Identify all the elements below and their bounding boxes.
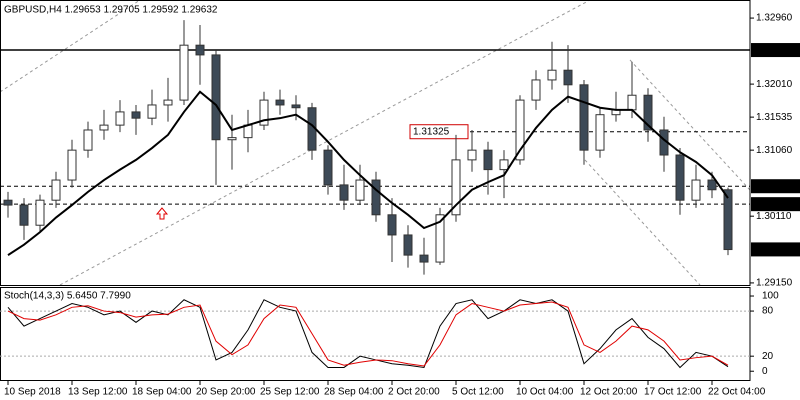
stoch-panel-border (0, 287, 751, 381)
candle-body (35, 199, 45, 226)
y-tick-label: 20 (762, 351, 774, 362)
y-tick-label: 1.32960 (756, 13, 793, 24)
level-label: 1.30283 (754, 199, 791, 210)
level-label-box (751, 43, 800, 58)
level-label: 1.31325 (413, 126, 450, 137)
level-label: 1.32500 (754, 45, 791, 56)
candle-body (275, 99, 285, 106)
indicator-title: Stoch(14,3,3) 5.6450 7.7990 (4, 291, 131, 302)
level-label: 1.30541 (754, 181, 791, 192)
candle-body (387, 214, 397, 236)
candle-body (163, 99, 173, 106)
candle-body (483, 149, 493, 171)
y-tick-label: 1.29150 (756, 278, 793, 289)
y-tick-label: 100 (762, 291, 779, 302)
candle-body (403, 234, 413, 256)
x-tick-label: 10 Sep 2018 (4, 387, 61, 398)
y-tick-label: 1.30110 (756, 211, 792, 222)
channel-line (59, 0, 591, 286)
level-label-box (751, 197, 800, 212)
candle-body (131, 111, 141, 119)
x-tick-label: 25 Sep 12:00 (260, 387, 320, 398)
candle-body (547, 69, 557, 81)
candle-body (195, 44, 205, 56)
candle-body (675, 154, 685, 201)
x-tick-label: 2 Oct 20:00 (388, 387, 440, 398)
last-price-box (751, 242, 800, 257)
x-tick-label: 22 Oct 04:00 (708, 387, 766, 398)
candle-body (83, 129, 93, 151)
candle-body (435, 214, 445, 263)
candle-body (291, 104, 301, 109)
x-tick-label: 18 Sep 04:00 (132, 387, 192, 398)
candle-body (179, 44, 189, 101)
candle-body (355, 179, 365, 201)
y-tick-label: 80 (762, 306, 774, 317)
buy-arrow (155, 207, 169, 220)
candle-body (3, 199, 13, 206)
candle-body (451, 159, 461, 216)
y-tick-label: 0 (762, 366, 768, 377)
candle-body (339, 184, 349, 201)
candle-body (643, 94, 653, 131)
candle-body (723, 189, 733, 251)
candle-body (467, 149, 477, 161)
candle-body (531, 79, 541, 101)
channel-line (584, 159, 701, 286)
x-tick-label: 12 Oct 20:00 (580, 387, 638, 398)
y-tick-label: 1.32010 (756, 79, 793, 90)
price-panel-border (0, 0, 751, 286)
candle-body (323, 149, 333, 186)
candle-body (67, 149, 77, 181)
x-tick-label: 5 Oct 12:00 (452, 387, 504, 398)
candle-body (147, 104, 157, 119)
candle-body (515, 99, 525, 161)
y-tick-label: 1.31535 (756, 112, 793, 123)
last-price-label: 1.29632 (754, 244, 791, 255)
candle-body (627, 94, 637, 111)
candle-body (371, 179, 381, 216)
x-tick-label: 28 Sep 04:00 (324, 387, 384, 398)
candle-body (563, 69, 573, 86)
candle-body (691, 179, 701, 201)
level-label-box (751, 179, 800, 194)
trend-channel (0, 0, 751, 286)
candle-body (227, 137, 237, 141)
candle-body (595, 114, 605, 151)
channel-line (0, 0, 141, 93)
x-tick-label: 10 Oct 04:00 (516, 387, 574, 398)
candle-body (115, 111, 125, 126)
x-tick-label: 20 Sep 20:00 (196, 387, 256, 398)
candle-body (579, 84, 589, 151)
y-tick-label: 1.31060 (756, 145, 793, 156)
candle-body (707, 179, 717, 191)
candle-body (419, 254, 429, 263)
chart-title: GBPUSD,H4 1.29653 1.29705 1.29592 1.2963… (4, 5, 218, 16)
candle-body (211, 54, 221, 141)
candle-body (19, 204, 29, 226)
stoch-line (7, 299, 729, 369)
moving-average (7, 90, 729, 256)
candle-body (499, 159, 509, 171)
candle-body (51, 179, 61, 201)
x-tick-label: 17 Oct 12:00 (644, 387, 702, 398)
level-label-box (409, 124, 469, 140)
candle-body (259, 99, 269, 126)
stoch-line (7, 301, 729, 367)
x-tick-label: 13 Sep 12:00 (68, 387, 128, 398)
candle-body (99, 124, 109, 131)
